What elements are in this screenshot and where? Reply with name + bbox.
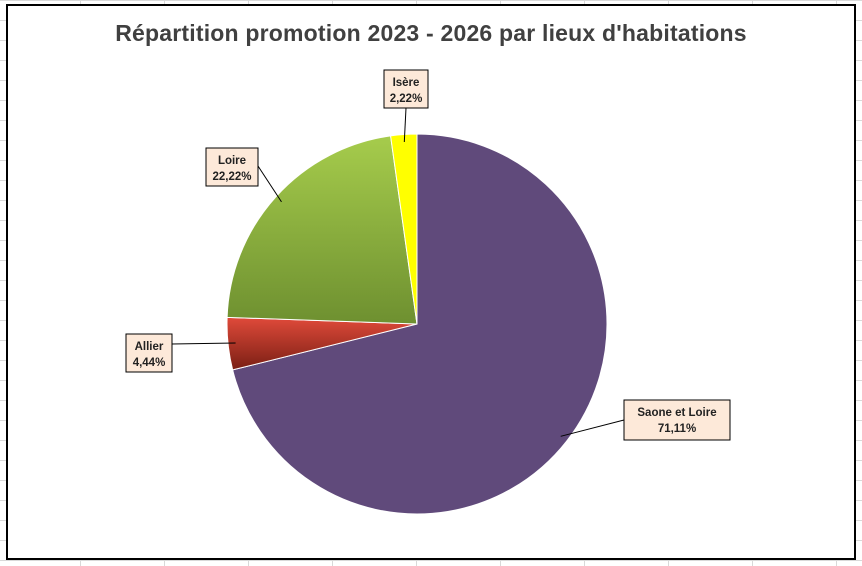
- data-label-box: [205, 147, 259, 187]
- data-label-name: Allier: [135, 341, 164, 353]
- leader-line: [257, 165, 282, 203]
- pie-slice-loire[interactable]: [226, 135, 418, 325]
- data-label-box: [623, 399, 731, 441]
- data-label-name: Saone et Loire: [637, 407, 716, 419]
- data-label-name: Isère: [393, 77, 420, 89]
- data-label-box: [383, 69, 429, 109]
- data-label-value: 71,11%: [658, 423, 696, 435]
- pie-slice-is-re[interactable]: [390, 133, 418, 325]
- data-label-box: [125, 333, 173, 373]
- data-label-name: Loire: [218, 155, 246, 167]
- chart-area[interactable]: Répartition promotion 2023 - 2026 par li…: [6, 4, 856, 560]
- chart-title: Répartition promotion 2023 - 2026 par li…: [115, 20, 747, 46]
- leader-line: [403, 107, 407, 143]
- pie-slice-saone-et-loire[interactable]: [232, 133, 608, 515]
- data-label[interactable]: Loire 22,22%: [205, 147, 259, 187]
- data-label-value: 4,44%: [133, 357, 166, 369]
- data-label[interactable]: Isère 2,22%: [383, 69, 429, 109]
- leader-line: [560, 419, 625, 437]
- leader-line: [171, 342, 236, 345]
- data-label-value: 2,22%: [390, 93, 423, 105]
- data-label[interactable]: Saone et Loire 71,11%: [623, 399, 731, 441]
- pie-chart: Saone et Loire 71,11% Allier 4,44% Loire 22,2…: [125, 69, 731, 515]
- data-label-value: 22,22%: [212, 171, 251, 183]
- data-label[interactable]: Allier 4,44%: [125, 333, 173, 373]
